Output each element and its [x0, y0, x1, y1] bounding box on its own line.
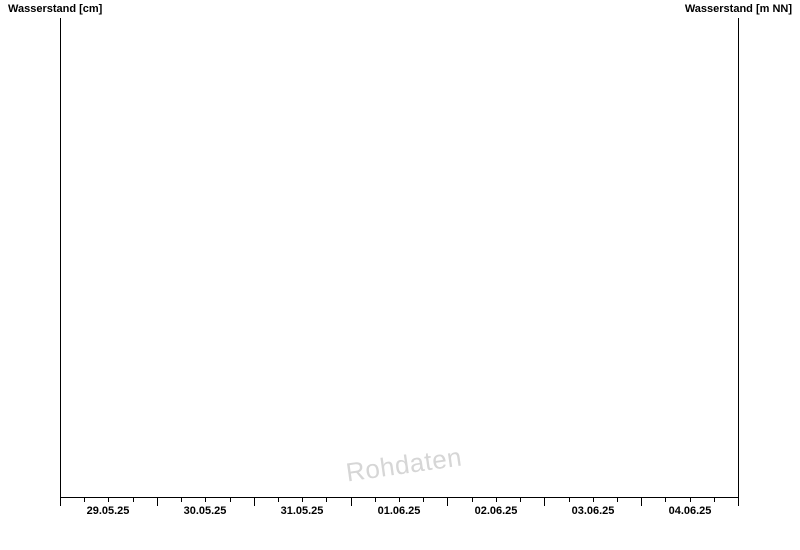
x-axis-major-tick — [254, 498, 255, 506]
x-axis-tick-label: 04.06.25 — [668, 505, 712, 517]
right-axis-unit-caption: Wasserstand [m NN] — [684, 3, 792, 15]
y-axis-right-line — [738, 18, 739, 498]
x-axis-tick-label: 30.05.25 — [183, 505, 227, 517]
x-axis-tick-label: 01.06.25 — [377, 505, 421, 517]
x-axis-minor-tick — [690, 498, 691, 502]
x-axis-tick-label: 02.06.25 — [474, 505, 518, 517]
x-axis-minor-tick — [496, 498, 497, 502]
x-axis-minor-tick — [278, 498, 279, 502]
x-axis-minor-tick — [399, 498, 400, 502]
x-axis-major-tick — [351, 498, 352, 506]
x-axis-minor-tick — [108, 498, 109, 502]
y-axis-left-line — [60, 18, 61, 498]
x-axis-tick-label: 29.05.25 — [86, 505, 130, 517]
x-axis-line — [60, 497, 739, 498]
x-axis-major-tick — [544, 498, 545, 506]
left-axis-unit-caption: Wasserstand [cm] — [8, 3, 103, 15]
x-axis-minor-tick — [84, 498, 85, 502]
x-axis-major-tick — [447, 498, 448, 506]
x-axis-major-tick — [60, 498, 61, 506]
x-axis-minor-tick — [181, 498, 182, 502]
x-axis-minor-tick — [230, 498, 231, 502]
plot-area — [61, 18, 738, 497]
x-axis-minor-tick — [472, 498, 473, 502]
x-axis-minor-tick — [520, 498, 521, 502]
x-axis-minor-tick — [423, 498, 424, 502]
x-axis-major-tick — [157, 498, 158, 506]
x-axis-minor-tick — [593, 498, 594, 502]
x-axis-minor-tick — [133, 498, 134, 502]
x-axis-minor-tick — [714, 498, 715, 502]
x-axis-minor-tick — [302, 498, 303, 502]
x-axis-major-tick — [641, 498, 642, 506]
x-axis-minor-tick — [326, 498, 327, 502]
x-axis-minor-tick — [665, 498, 666, 502]
x-axis-minor-tick — [375, 498, 376, 502]
x-axis-minor-tick — [569, 498, 570, 502]
x-axis-minor-tick — [617, 498, 618, 502]
x-axis-minor-tick — [205, 498, 206, 502]
x-axis-tick-label: 03.06.25 — [571, 505, 615, 517]
x-axis-major-tick — [738, 498, 739, 506]
x-axis-tick-label: 31.05.25 — [280, 505, 324, 517]
